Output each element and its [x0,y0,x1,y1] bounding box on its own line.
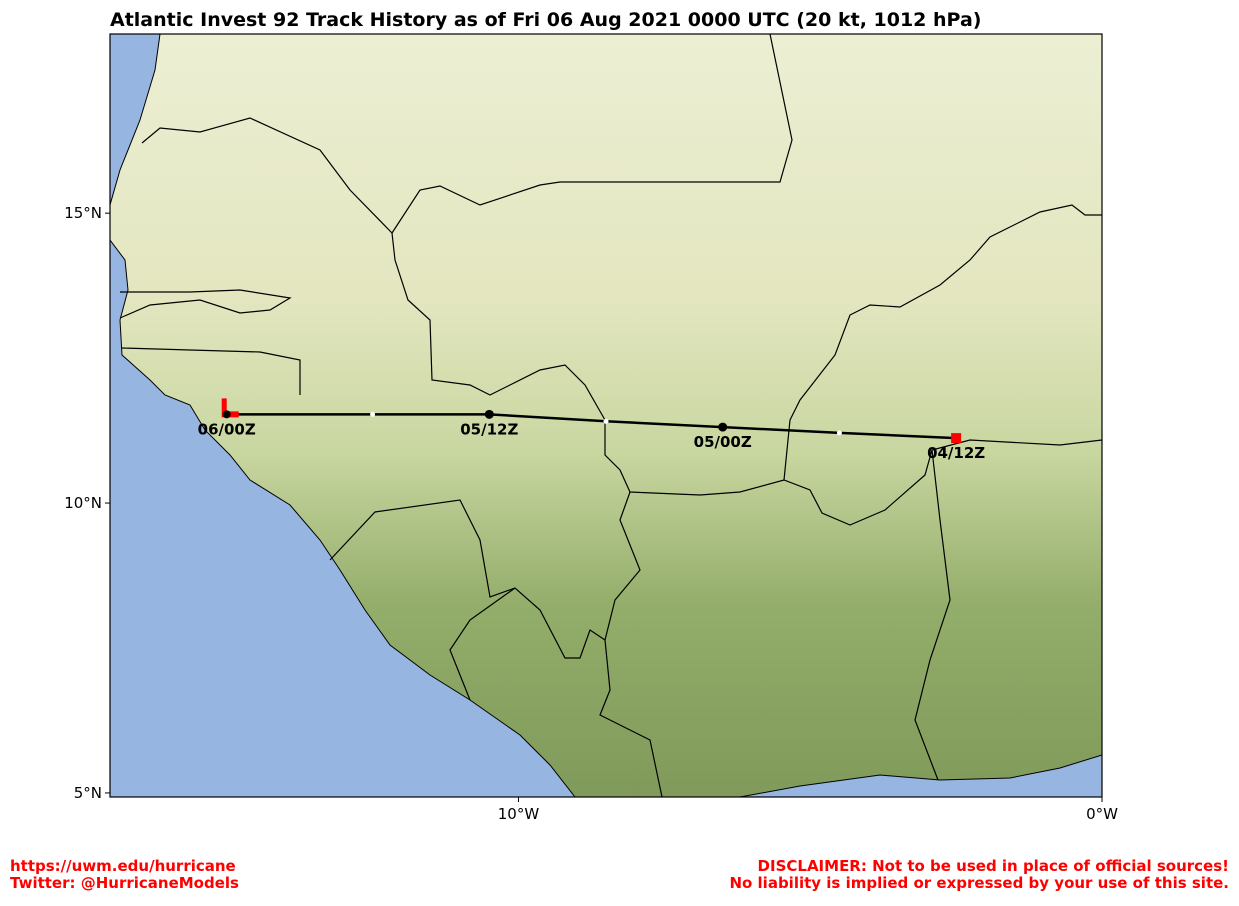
basemap [110,34,1102,797]
track-label: 06/00Z [198,420,256,438]
track-point [222,410,231,419]
track-point [718,422,728,432]
y-tick-label: 5°N [74,784,102,802]
y-tick-label: 15°N [64,204,102,222]
footer-left: Twitter: @HurricaneModels [10,874,239,892]
border [391,34,793,234]
y-tick-label: 10°N [64,494,102,512]
border [119,289,292,319]
track-point [370,411,376,417]
x-tick-label: 0°W [1086,805,1118,823]
border [121,347,301,395]
track-point [836,430,842,436]
track-start [951,433,962,444]
track-label: 04/12Z [927,444,985,462]
overlay: 10°W 0°W 5°N 10°N 15°N 04/12Z 05/00Z 05/12Z 06/0… [64,204,1118,823]
border [141,117,1102,526]
map-title: Atlantic Invest 92 Track History as of F… [110,9,981,31]
footer-left: https://uwm.edu/hurricane [10,857,236,875]
track-label: 05/00Z [694,433,752,451]
footer-right: DISCLAIMER: Not to be used in place of o… [758,857,1229,875]
track-point [484,409,494,419]
track-point [603,418,609,424]
border [449,587,516,701]
track-label: 05/12Z [460,420,518,438]
x-tick-label: 10°W [498,805,540,823]
border [783,204,1102,481]
land [110,34,1102,797]
footer-right: No liability is implied or expressed by … [729,874,1229,892]
map-frame [109,33,1103,798]
border [914,449,951,781]
